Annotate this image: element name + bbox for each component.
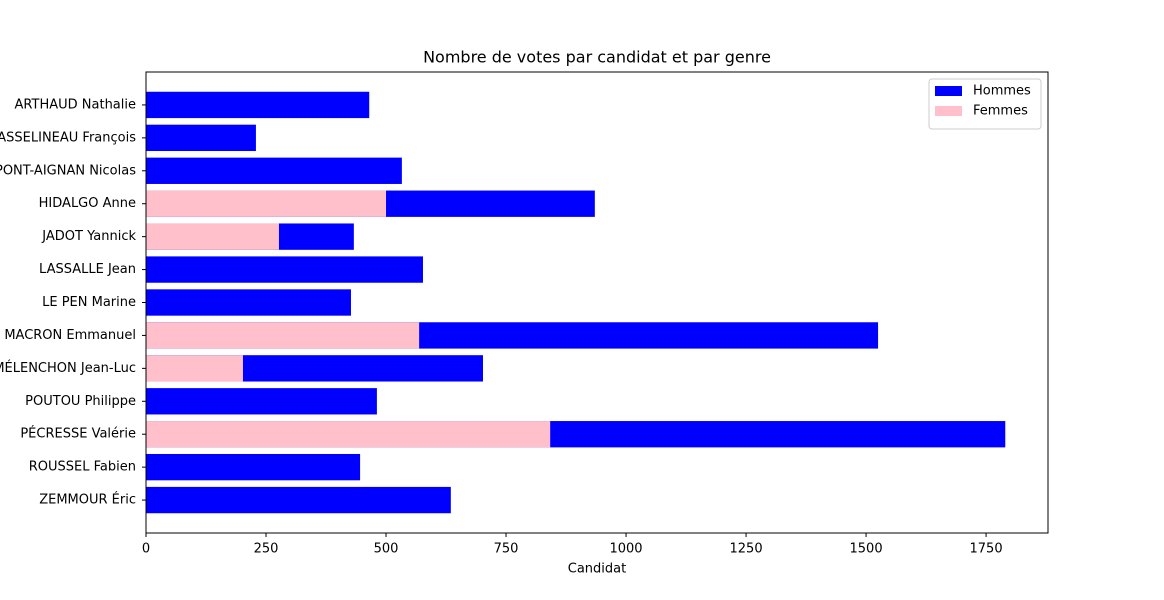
- legend-label: Hommes: [973, 84, 1031, 99]
- y-tick-label: MACRON Emmanuel: [4, 328, 136, 343]
- y-tick-label: LASSALLE Jean: [39, 262, 136, 277]
- bar: [146, 91, 370, 119]
- chart-title: Nombre de votes par candidat et par genr…: [423, 48, 771, 67]
- y-tick-label: ARTHAUD Nathalie: [15, 97, 136, 112]
- x-tick-label: 1750: [970, 542, 1003, 557]
- bar: [146, 355, 243, 382]
- bar: [146, 322, 420, 349]
- bar: [146, 486, 451, 514]
- y-tick-label: MÉLENCHON Jean-Luc: [0, 360, 136, 376]
- y-tick-label: ASSELINEAU François: [0, 130, 136, 145]
- legend-swatch: [935, 86, 962, 96]
- x-tick-label: 250: [254, 542, 279, 557]
- y-tick-label: DUPONT-AIGNAN Nicolas: [0, 163, 136, 178]
- bar: [146, 256, 423, 283]
- x-tick-label: 750: [494, 542, 519, 557]
- y-tick-label: JADOT Yannick: [41, 229, 136, 244]
- y-tick-label: HIDALGO Anne: [39, 196, 136, 211]
- y-tick-label: ROUSSEL Fabien: [29, 460, 136, 475]
- bar: [146, 289, 351, 316]
- x-tick-label: 1250: [730, 542, 763, 557]
- bar: [146, 124, 256, 152]
- y-tick-label: ZEMMOUR Éric: [39, 492, 136, 508]
- bar: [146, 223, 279, 250]
- y-tick-label: PÉCRESSE Valérie: [20, 426, 136, 442]
- y-tick-label: LE PEN Marine: [42, 295, 136, 310]
- bar: [146, 421, 551, 448]
- legend-label: Femmes: [973, 104, 1028, 119]
- bar: [146, 388, 377, 415]
- x-tick-label: 500: [374, 542, 399, 557]
- legend-swatch: [935, 106, 962, 116]
- y-tick-label: POUTOU Philippe: [25, 394, 136, 409]
- bar: [146, 157, 402, 184]
- x-axis-label: Candidat: [568, 562, 626, 577]
- bar: [146, 453, 361, 481]
- plot-frame: [145, 71, 1049, 534]
- x-tick-label: 1000: [609, 542, 642, 557]
- x-tick-label: 0: [142, 542, 150, 557]
- x-tick-label: 1500: [850, 542, 883, 557]
- bar: [146, 190, 387, 217]
